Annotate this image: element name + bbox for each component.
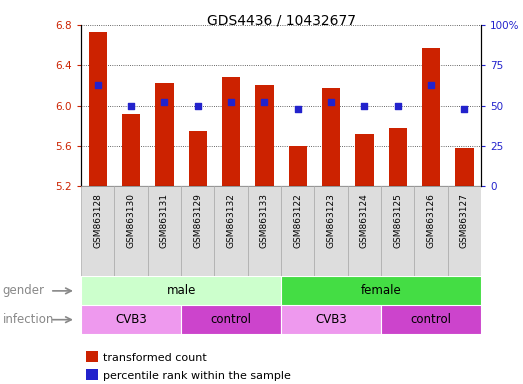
Bar — [181, 305, 281, 334]
Text: female: female — [361, 285, 402, 297]
Bar — [189, 131, 207, 186]
Text: GSM863129: GSM863129 — [194, 194, 202, 248]
Text: GSM863133: GSM863133 — [260, 194, 269, 248]
Bar — [115, 186, 147, 276]
Bar — [415, 186, 448, 276]
Point — [94, 81, 102, 88]
Bar — [456, 148, 474, 186]
Bar — [222, 78, 240, 186]
Bar — [314, 186, 348, 276]
Text: male: male — [166, 285, 196, 297]
Point — [427, 81, 435, 88]
Point — [293, 106, 302, 112]
Bar — [147, 186, 181, 276]
Text: GSM863126: GSM863126 — [427, 194, 436, 248]
Text: GSM863122: GSM863122 — [293, 194, 302, 248]
Bar — [389, 128, 407, 186]
Text: control: control — [211, 313, 252, 326]
Bar — [448, 186, 481, 276]
Bar — [155, 83, 174, 186]
Point — [360, 103, 369, 109]
Bar — [81, 276, 281, 305]
Bar — [81, 305, 181, 334]
Point — [460, 106, 469, 112]
Text: control: control — [411, 313, 452, 326]
Text: GSM863127: GSM863127 — [460, 194, 469, 248]
Bar — [122, 114, 140, 186]
Bar — [281, 276, 481, 305]
Bar — [348, 186, 381, 276]
Text: percentile rank within the sample: percentile rank within the sample — [103, 371, 291, 381]
Text: infection: infection — [3, 313, 54, 326]
Text: GSM863132: GSM863132 — [226, 194, 235, 248]
Text: gender: gender — [3, 285, 44, 297]
Point — [260, 99, 269, 106]
Bar — [281, 305, 381, 334]
Bar — [181, 186, 214, 276]
Bar — [255, 86, 274, 186]
Bar — [381, 186, 414, 276]
Text: GSM863131: GSM863131 — [160, 194, 169, 248]
Bar — [422, 48, 440, 186]
Text: GSM863123: GSM863123 — [327, 194, 336, 248]
Bar — [281, 186, 314, 276]
Point — [194, 103, 202, 109]
Text: CVB3: CVB3 — [315, 313, 347, 326]
Text: GSM863130: GSM863130 — [127, 194, 135, 248]
Text: CVB3: CVB3 — [115, 313, 147, 326]
Text: GSM863124: GSM863124 — [360, 194, 369, 248]
Text: transformed count: transformed count — [103, 353, 207, 363]
Point — [394, 103, 402, 109]
Bar — [355, 134, 373, 186]
Bar — [289, 146, 307, 186]
Point — [160, 99, 168, 106]
Bar — [88, 32, 107, 186]
Bar — [381, 305, 481, 334]
Text: GSM863128: GSM863128 — [93, 194, 102, 248]
Point — [227, 99, 235, 106]
Bar — [81, 186, 115, 276]
Bar — [248, 186, 281, 276]
Bar — [322, 88, 340, 186]
Point — [127, 103, 135, 109]
Text: GDS4436 / 10432677: GDS4436 / 10432677 — [207, 13, 356, 27]
Point — [327, 99, 335, 106]
Bar — [214, 186, 248, 276]
Text: GSM863125: GSM863125 — [393, 194, 402, 248]
